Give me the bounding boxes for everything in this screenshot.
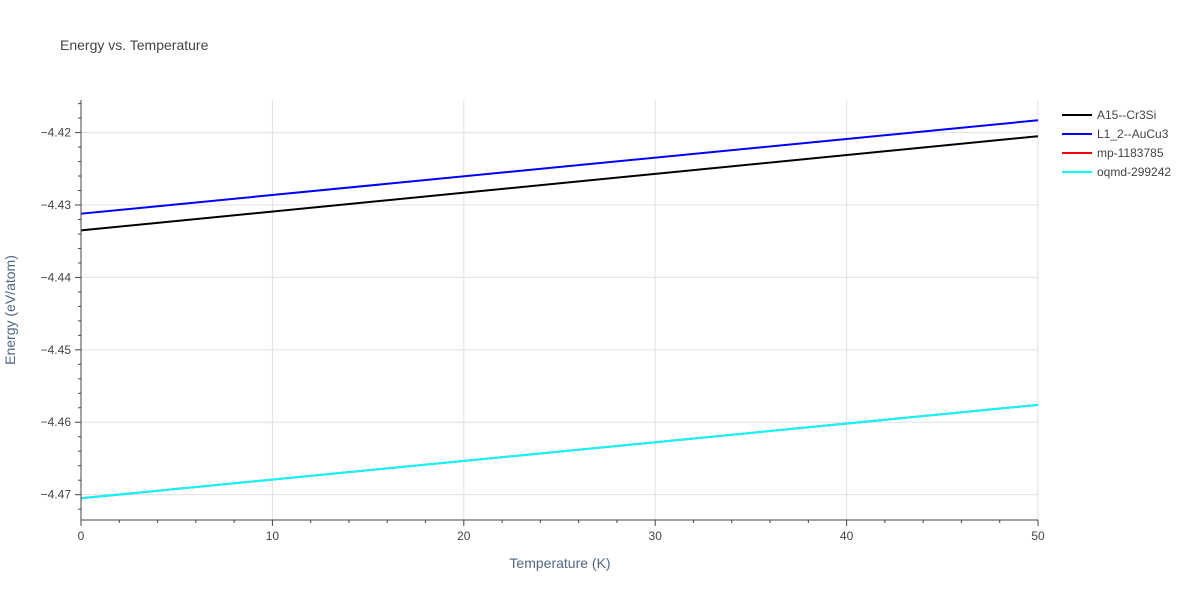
x-tick-label: 0 [78,529,85,543]
y-tick-label: −4.43 [41,198,72,212]
y-tick-label: −4.45 [41,343,72,357]
x-tick-label: 40 [840,529,854,543]
x-tick-label: 50 [1031,529,1045,543]
x-tick-label: 30 [649,529,663,543]
legend-label: L1_2--AuCu3 [1097,127,1169,141]
x-tick-label: 10 [266,529,280,543]
legend-item[interactable]: L1_2--AuCu3 [1062,127,1169,141]
series-layer [80,119,1039,500]
legend-item[interactable]: A15--Cr3Si [1062,108,1156,122]
y-axis-title: Energy (eV/atom) [2,255,18,365]
chart-title: Energy vs. Temperature [60,37,209,53]
grid-layer [81,100,1039,520]
y-tick-label: −4.46 [41,415,72,429]
series-line-oqmd-299242 [80,403,1039,500]
series-line-a15-cr3si [80,135,1039,232]
x-tick-label: 20 [457,529,471,543]
legend-item[interactable]: mp-1183785 [1062,146,1164,160]
legend-item[interactable]: oqmd-299242 [1062,165,1171,179]
legend-label: A15--Cr3Si [1097,108,1156,122]
legend-label: oqmd-299242 [1097,165,1171,179]
y-tick-label: −4.47 [41,488,72,502]
series-line-l1-2-aucu3 [80,119,1039,215]
y-tick-label: −4.44 [41,270,72,284]
x-axis-title: Temperature (K) [509,555,610,571]
legend-label: mp-1183785 [1097,146,1164,160]
legend[interactable]: A15--Cr3Si L1_2--AuCu3 mp-1183785 oqmd-2992… [1062,108,1171,179]
y-tick-label: −4.42 [41,126,72,140]
axis-layer: 0 10 20 30 40 50 −4.47 −4.46 −4.45 −4.44 −4.43 −4.4… [41,100,1045,543]
